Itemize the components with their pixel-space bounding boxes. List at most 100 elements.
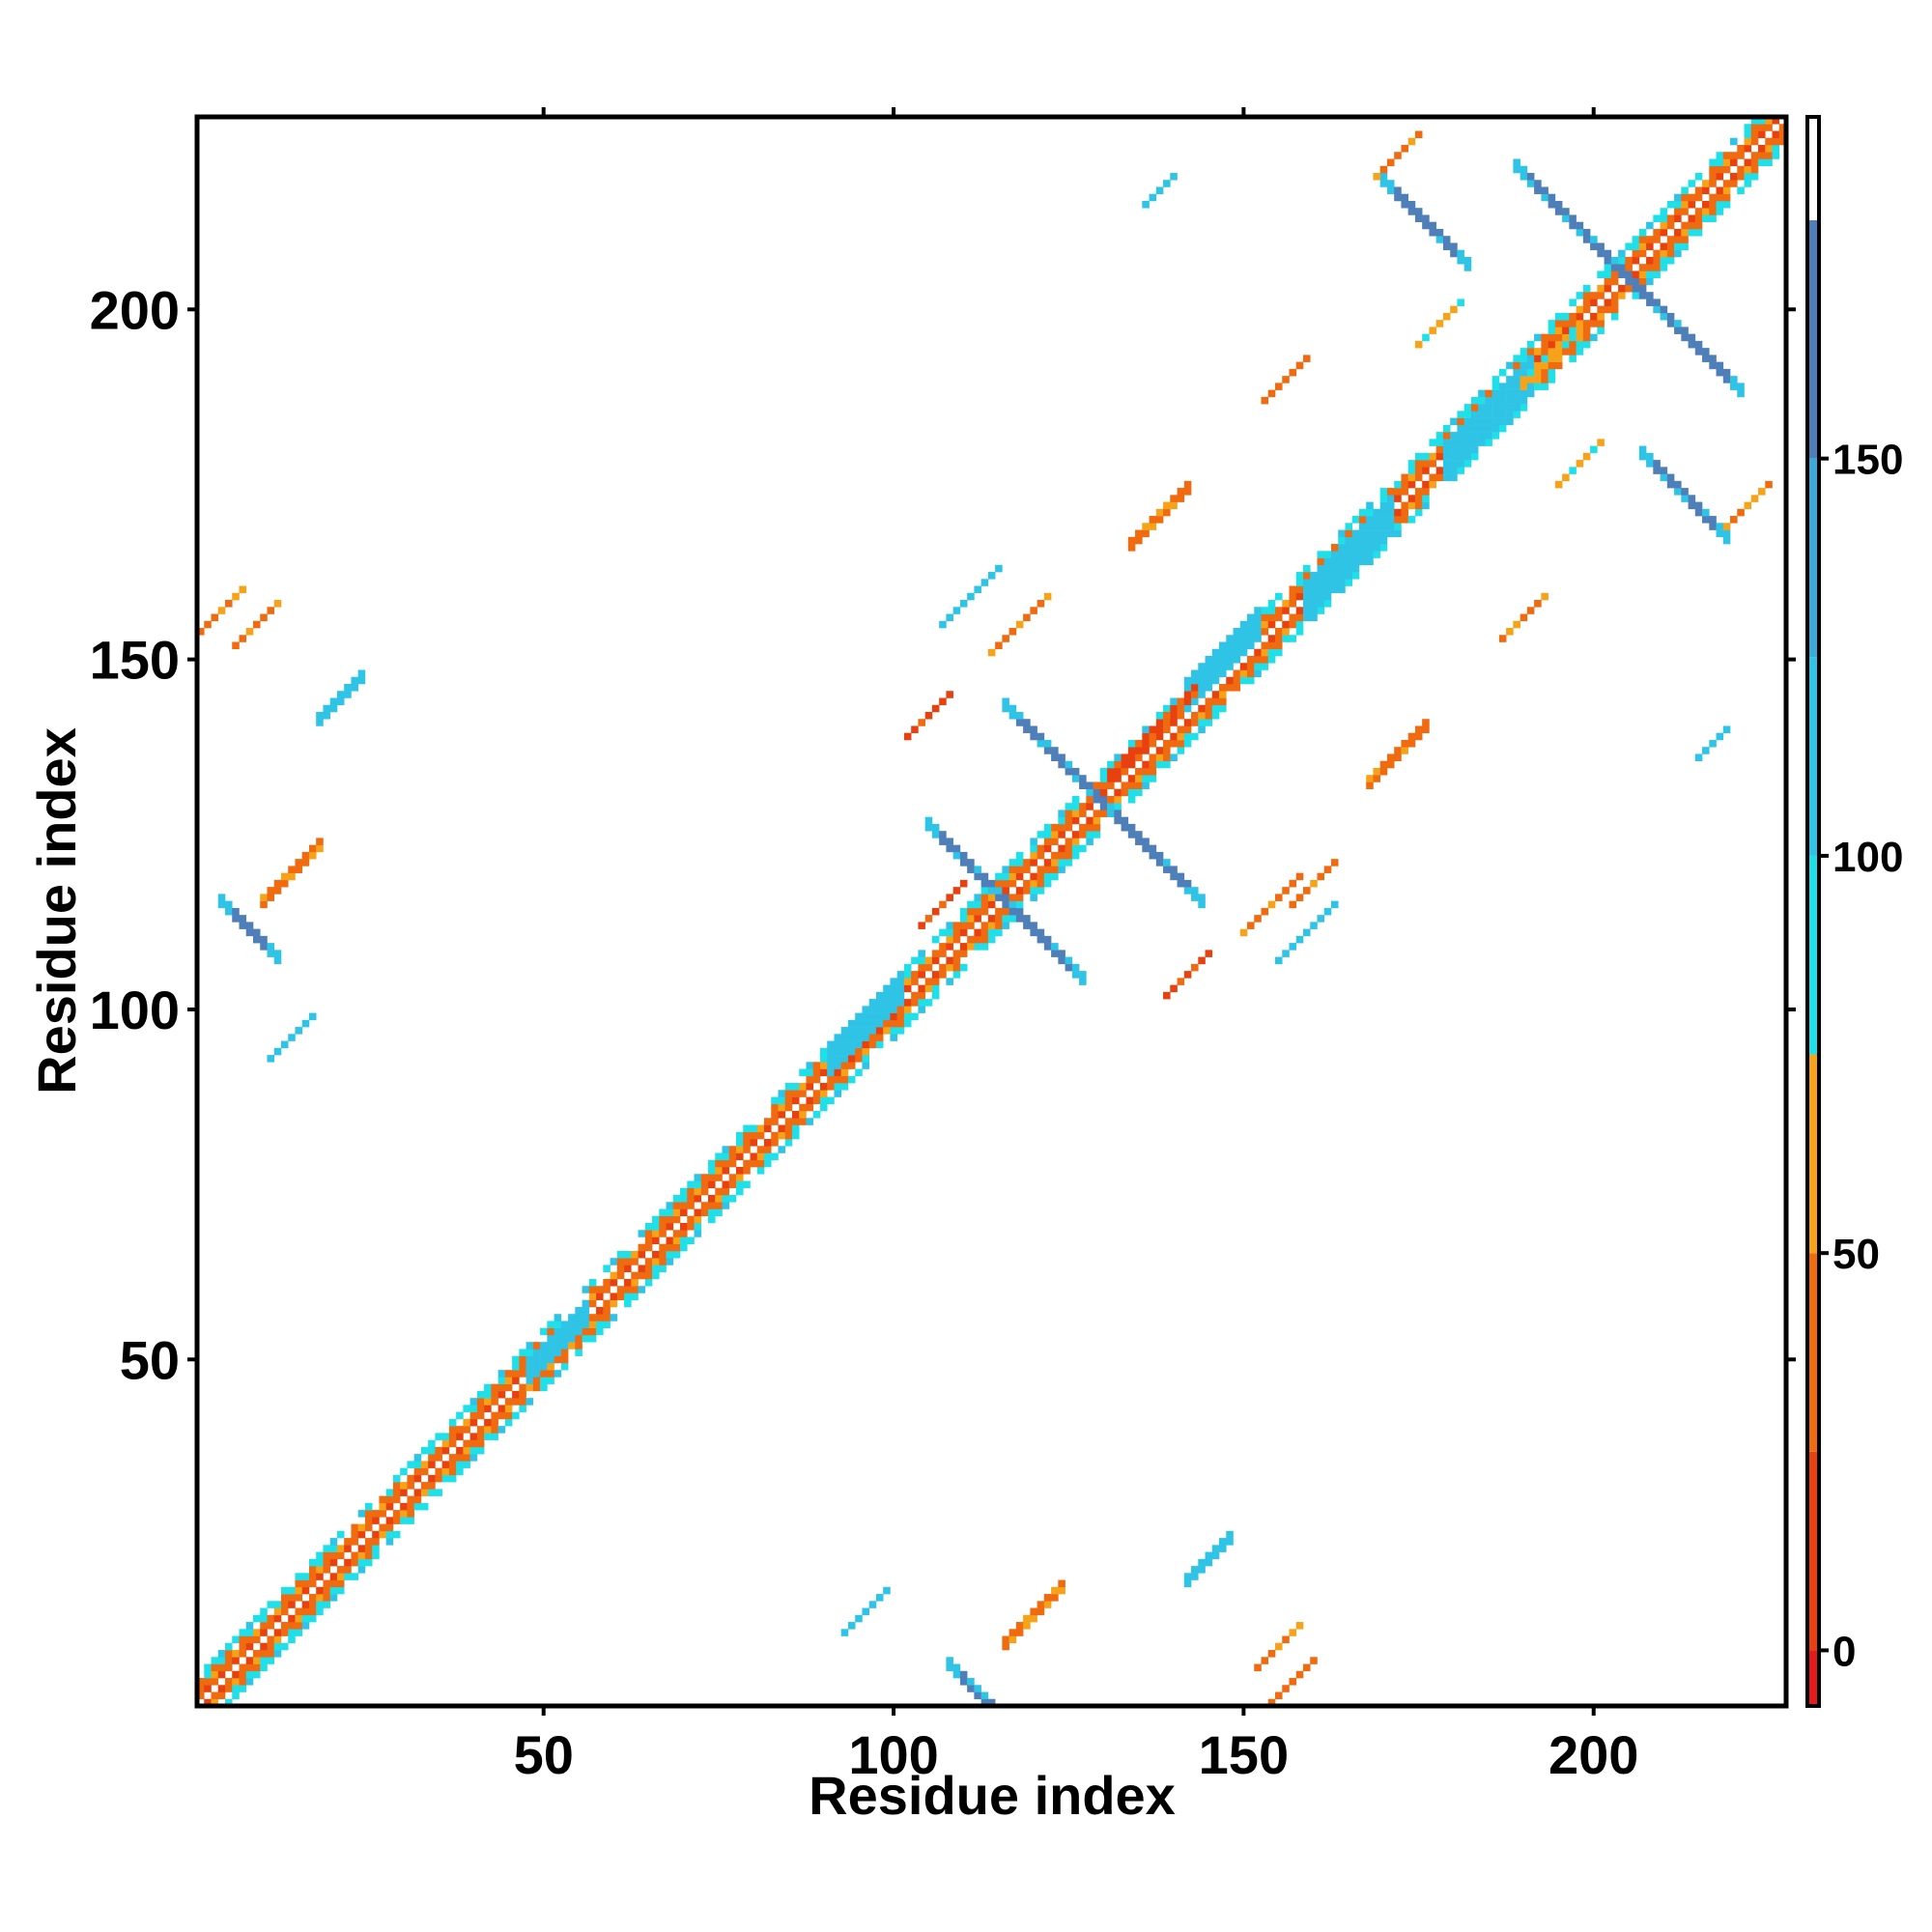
heatmap-cell [1065, 956, 1073, 965]
heatmap-cell [1569, 348, 1577, 355]
heatmap-cell [1569, 467, 1577, 474]
heatmap-cell [1086, 831, 1094, 838]
heatmap-cell [666, 1243, 674, 1252]
heatmap-cell [1541, 340, 1548, 349]
heatmap-cell [1037, 739, 1045, 748]
heatmap-cell [1646, 264, 1654, 271]
heatmap-cell [1051, 872, 1059, 881]
heatmap-cell [694, 1230, 702, 1237]
heatmap-cell [435, 1474, 442, 1483]
heatmap-cell [694, 1174, 702, 1181]
heatmap-cell [1127, 831, 1136, 838]
heatmap-cell [245, 928, 254, 937]
heatmap-cell [672, 1208, 681, 1217]
heatmap-cell [959, 600, 968, 608]
heatmap-cell [301, 1579, 310, 1588]
heatmap-cell [476, 1390, 485, 1399]
heatmap-cell [1043, 859, 1052, 867]
heatmap-cell [1135, 747, 1143, 754]
heatmap-cell [1498, 368, 1507, 377]
heatmap-cell [1079, 844, 1087, 853]
heatmap-cell [1513, 404, 1520, 412]
heatmap-cell [1009, 1629, 1017, 1636]
colorbar-tick-label: 0 [1833, 1628, 1856, 1675]
heatmap-cell [1513, 165, 1520, 174]
heatmap-cell [568, 1342, 576, 1350]
heatmap-cell [918, 956, 925, 965]
heatmap-cell [407, 1495, 414, 1504]
heatmap-cell [1610, 312, 1619, 321]
heatmap-cell [883, 1027, 891, 1035]
heatmap-cell [763, 1118, 772, 1125]
heatmap-cell [1485, 417, 1492, 426]
heatmap-cell [1765, 144, 1773, 153]
heatmap-cell [911, 971, 919, 979]
heatmap-cell [1051, 1586, 1059, 1595]
heatmap-cell [1302, 585, 1311, 594]
heatmap-cell [560, 1327, 569, 1336]
heatmap-cell [1170, 872, 1178, 881]
heatmap-cell [1009, 859, 1017, 867]
heatmap-cell [603, 1264, 611, 1273]
heatmap-cell [1660, 264, 1668, 271]
heatmap-cell [1267, 635, 1276, 642]
heatmap-cell [344, 683, 352, 692]
heatmap-cell [924, 956, 933, 965]
heatmap-cell [1737, 152, 1745, 159]
heatmap-cell [1520, 376, 1528, 384]
heatmap-cell [491, 1383, 498, 1392]
heatmap-cell [1282, 376, 1290, 384]
heatmap-cell [1442, 242, 1451, 250]
heatmap-cell [924, 984, 933, 993]
heatmap-cell [329, 1573, 338, 1580]
heatmap-cell [316, 711, 324, 720]
heatmap-cell [1694, 208, 1703, 215]
heatmap-cell [1009, 900, 1017, 909]
heatmap-cell [400, 1510, 408, 1518]
heatmap-cell [1485, 432, 1492, 440]
heatmap-cell [1233, 656, 1241, 664]
heatmap-cell [652, 1271, 660, 1280]
heatmap-cell [372, 1545, 380, 1552]
heatmap-cell [1114, 803, 1122, 810]
heatmap-cell [911, 978, 919, 985]
heatmap-cell [1758, 130, 1766, 139]
heatmap-cell [1366, 501, 1374, 510]
heatmap-cell [1722, 368, 1731, 377]
heatmap-cell [1470, 445, 1479, 454]
heatmap-cell [385, 1502, 394, 1511]
heatmap-cell [217, 894, 226, 901]
heatmap-cell [1043, 592, 1052, 601]
heatmap-cell [336, 1586, 345, 1595]
heatmap-cell [1526, 180, 1535, 187]
heatmap-cell [197, 1678, 205, 1686]
heatmap-cell [1750, 165, 1759, 174]
heatmap-cell [224, 1657, 233, 1664]
heatmap-cell [959, 907, 968, 916]
heatmap-cell [1170, 711, 1178, 720]
heatmap-cell [1513, 158, 1520, 167]
heatmap-cell [1247, 669, 1255, 678]
heatmap-cell [232, 1670, 240, 1679]
heatmap-cell [1554, 327, 1563, 334]
y-axis-title: Residue index [26, 727, 87, 1094]
heatmap-cell [1534, 333, 1542, 342]
heatmap-cell [672, 1243, 681, 1252]
heatmap-cell [995, 928, 1003, 937]
heatmap-cell [456, 1461, 464, 1468]
heatmap-cell [252, 1657, 261, 1664]
heatmap-cell [946, 943, 953, 951]
heatmap-cell [364, 1545, 373, 1552]
heatmap-cell [519, 1405, 526, 1412]
heatmap-cell [1681, 236, 1689, 243]
heatmap-cell [1498, 417, 1507, 426]
heatmap-cell [217, 607, 226, 614]
heatmap-cell [239, 1635, 247, 1644]
heatmap-cell [280, 872, 289, 881]
heatmap-cell [1569, 327, 1577, 334]
heatmap-cell [1646, 256, 1654, 265]
heatmap-cell [1394, 516, 1402, 524]
heatmap-cell [1373, 508, 1380, 517]
heatmap-cell [1142, 781, 1150, 789]
heatmap-cell [896, 999, 905, 1007]
